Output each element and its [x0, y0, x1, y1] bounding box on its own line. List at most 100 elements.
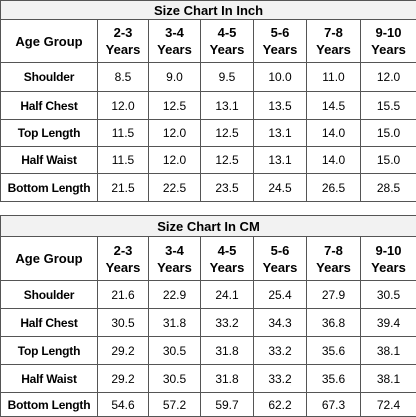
value-cell: 8.5	[98, 63, 149, 92]
value-cell: 13.1	[254, 120, 307, 147]
value-cell: 11.0	[307, 63, 361, 92]
value-cell: 10.0	[254, 63, 307, 92]
header-line: Years	[201, 259, 253, 276]
value-cell: 57.2	[149, 393, 201, 417]
value-cell: 14.5	[307, 92, 361, 120]
table-title: Size Chart In Inch	[1, 1, 416, 20]
header-line: 5-6	[254, 242, 306, 259]
value-cell: 22.5	[149, 174, 201, 202]
row-label: Bottom Length	[1, 393, 98, 417]
value-cell: 29.2	[98, 337, 149, 365]
header-line: 2-3	[98, 242, 148, 259]
table-title: Size Chart In CM	[1, 216, 416, 237]
value-cell: 27.9	[307, 281, 361, 309]
header-line: Years	[361, 259, 416, 276]
value-cell: 14.0	[307, 147, 361, 174]
header-line: Years	[254, 259, 306, 276]
row-label: Half Chest	[1, 309, 98, 337]
row-label: Half Chest	[1, 92, 98, 120]
value-cell: 30.5	[98, 309, 149, 337]
header-line: 3-4	[149, 242, 200, 259]
header-cell: Age Group	[1, 20, 98, 63]
value-cell: 24.1	[201, 281, 254, 309]
value-cell: 21.6	[98, 281, 149, 309]
row-label: Shoulder	[1, 63, 98, 92]
header-line: 9-10	[361, 24, 416, 41]
value-cell: 39.4	[361, 309, 416, 337]
value-cell: 30.5	[149, 365, 201, 393]
value-cell: 11.5	[98, 120, 149, 147]
value-cell: 12.0	[149, 147, 201, 174]
value-cell: 35.6	[307, 365, 361, 393]
value-cell: 59.7	[201, 393, 254, 417]
value-cell: 36.8	[307, 309, 361, 337]
header-line: 7-8	[307, 242, 360, 259]
value-cell: 24.5	[254, 174, 307, 202]
value-cell: 12.0	[361, 63, 416, 92]
row-label: Top Length	[1, 120, 98, 147]
value-cell: 12.5	[201, 147, 254, 174]
value-cell: 15.5	[361, 92, 416, 120]
value-cell: 33.2	[254, 337, 307, 365]
header-line: Years	[307, 259, 360, 276]
header-line: Years	[254, 41, 306, 58]
value-cell: 12.0	[98, 92, 149, 120]
value-cell: 13.1	[201, 92, 254, 120]
value-cell: 12.5	[201, 120, 254, 147]
value-cell: 38.1	[361, 337, 416, 365]
value-cell: 22.9	[149, 281, 201, 309]
value-cell: 12.0	[149, 120, 201, 147]
row-label: Half Waist	[1, 147, 98, 174]
header-line: 4-5	[201, 242, 253, 259]
value-cell: 11.5	[98, 147, 149, 174]
value-cell: 15.0	[361, 147, 416, 174]
value-cell: 9.0	[149, 63, 201, 92]
header-line: 7-8	[307, 24, 360, 41]
value-cell: 31.8	[201, 337, 254, 365]
value-cell: 13.1	[254, 147, 307, 174]
header-line: Years	[98, 259, 148, 276]
header-line: 3-4	[149, 24, 200, 41]
value-cell: 30.5	[361, 281, 416, 309]
value-cell: 13.5	[254, 92, 307, 120]
value-cell: 67.3	[307, 393, 361, 417]
header-line: 5-6	[254, 24, 306, 41]
header-line: 4-5	[201, 24, 253, 41]
header-line: Years	[307, 41, 360, 58]
value-cell: 34.3	[254, 309, 307, 337]
header-line: Years	[98, 41, 148, 58]
row-label: Shoulder	[1, 281, 98, 309]
title-row: Size Chart In Inch	[1, 1, 416, 20]
title-row: Size Chart In CM	[1, 216, 416, 237]
value-cell: 31.8	[201, 365, 254, 393]
value-cell: 54.6	[98, 393, 149, 417]
value-cell: 26.5	[307, 174, 361, 202]
header-line: Years	[149, 259, 200, 276]
header-line: Years	[201, 41, 253, 58]
value-cell: 30.5	[149, 337, 201, 365]
value-cell: 72.4	[361, 393, 416, 417]
value-cell: 9.5	[201, 63, 254, 92]
row-label: Half Waist	[1, 365, 98, 393]
